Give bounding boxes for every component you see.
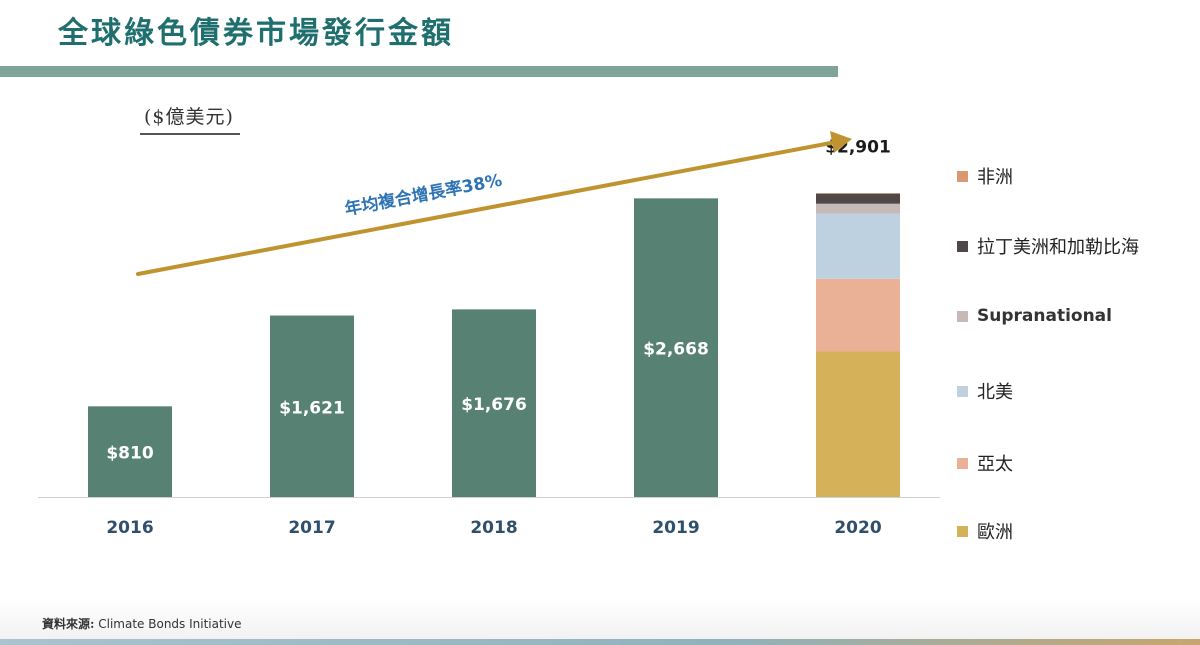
x-tick-label-2017: 2017 <box>288 518 335 538</box>
x-tick-label-2018: 2018 <box>470 518 517 538</box>
bar-2017 <box>270 315 354 497</box>
growth-arrow-line <box>136 140 838 276</box>
bar-2016 <box>88 406 172 497</box>
bar-2019 <box>634 198 718 497</box>
stacked-segment-1 <box>816 278 900 352</box>
footer-bar <box>0 639 1200 645</box>
bar-2018 <box>452 309 536 497</box>
legend-item-1: 拉丁美洲和加勒比海 <box>957 233 1139 259</box>
stacked-segment-3 <box>816 203 900 214</box>
growth-annotation: 年均複合增長率38% <box>343 170 504 220</box>
legend-item-4: 亞太 <box>957 450 1013 476</box>
source-text: Climate Bonds Initiative <box>94 617 242 631</box>
legend-label-2: Supranational <box>977 306 1112 326</box>
legend-swatch-1 <box>957 240 968 252</box>
legend-label-1: 拉丁美洲和加勒比海 <box>977 237 1139 258</box>
bar-value-label-2018: $1,676 <box>461 395 527 415</box>
growth-arrow-head <box>830 131 852 153</box>
legend-item-5: 歐洲 <box>957 518 1013 544</box>
legend-label-4: 亞太 <box>977 454 1013 475</box>
page-title: 全球綠色債券市場發行金額 <box>58 16 454 51</box>
bar-chart: $8102016$1,6212017$1,6762018$2,6682019$2… <box>38 131 940 538</box>
bar-value-label-2019: $2,668 <box>643 340 709 360</box>
stacked-segment-2 <box>816 213 900 279</box>
legend-label-3: 北美 <box>977 382 1013 403</box>
x-tick-label-2016: 2016 <box>106 518 153 538</box>
bar-value-label-2016: $810 <box>106 444 153 464</box>
source-note: 資料來源: Climate Bonds Initiative <box>42 615 242 632</box>
legend-swatch-5 <box>957 525 968 537</box>
bar-value-label-2017: $1,621 <box>279 398 345 418</box>
source-label: 資料來源: <box>42 617 95 631</box>
legend-swatch-0 <box>957 170 968 182</box>
legend-swatch-4 <box>957 457 968 469</box>
title-rule <box>0 66 838 77</box>
stacked-segment-0 <box>816 351 900 497</box>
legend-item-2: Supranational <box>957 306 1112 326</box>
legend-label-5: 歐洲 <box>977 522 1013 543</box>
x-tick-label-2019: 2019 <box>652 518 699 538</box>
legend-swatch-3 <box>957 385 968 397</box>
x-tick-label-2020: 2020 <box>834 518 881 538</box>
footer <box>0 599 1200 645</box>
stacked-segment-5 <box>816 193 900 194</box>
legend-item-0: 非洲 <box>957 163 1013 189</box>
legend-item-3: 北美 <box>957 378 1013 404</box>
unit-label: ($億美元) <box>140 102 240 135</box>
legend-label-0: 非洲 <box>977 167 1013 188</box>
legend-swatch-2 <box>957 310 968 322</box>
stacked-segment-4 <box>816 193 900 204</box>
